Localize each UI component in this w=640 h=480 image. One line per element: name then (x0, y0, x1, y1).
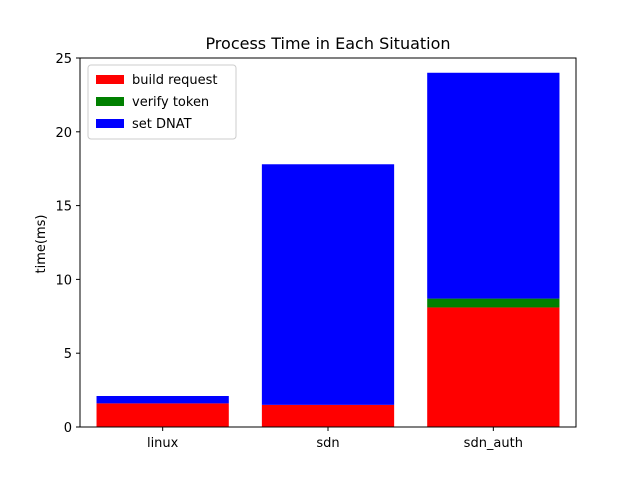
x-tick-label: sdn (316, 436, 339, 451)
y-tick-label: 20 (55, 126, 72, 141)
bar-sdn-series-2 (261, 164, 395, 405)
bar-sdn-series-0 (261, 404, 395, 427)
legend-label-0: build request (132, 73, 218, 88)
y-tick-label: 25 (55, 52, 72, 67)
x-tick-label: sdn_auth (464, 436, 523, 451)
y-tick-label: 5 (64, 347, 72, 362)
legend: build request verify token set DNAT (87, 64, 237, 140)
axes-layer: linux sdn sdn_auth 0 5 10 15 20 25 (55, 52, 577, 451)
legend-frame (87, 64, 237, 140)
legend-swatch-0 (96, 75, 124, 84)
legend-swatch-2 (96, 119, 124, 128)
chart-title: Process Time in Each Situation (205, 34, 450, 53)
bar-sdn_auth-series-1 (427, 298, 560, 308)
legend-label-2: set DNAT (132, 117, 192, 132)
bar-sdn_auth-series-0 (427, 307, 560, 427)
y-tick-label: 0 (64, 421, 72, 436)
y-axis-label: time(ms) (34, 215, 49, 274)
bars-layer (96, 72, 560, 427)
legend-label-1: verify token (132, 95, 209, 110)
bar-sdn_auth-series-2 (427, 72, 560, 299)
y-tick-label: 10 (55, 273, 72, 288)
x-tick-label: linux (147, 436, 179, 451)
bar-linux-series-0 (96, 403, 229, 427)
y-tick-label: 15 (55, 200, 72, 215)
legend-swatch-1 (96, 97, 124, 106)
bar-linux-series-2 (96, 396, 229, 404)
plot-frame (79, 57, 577, 428)
